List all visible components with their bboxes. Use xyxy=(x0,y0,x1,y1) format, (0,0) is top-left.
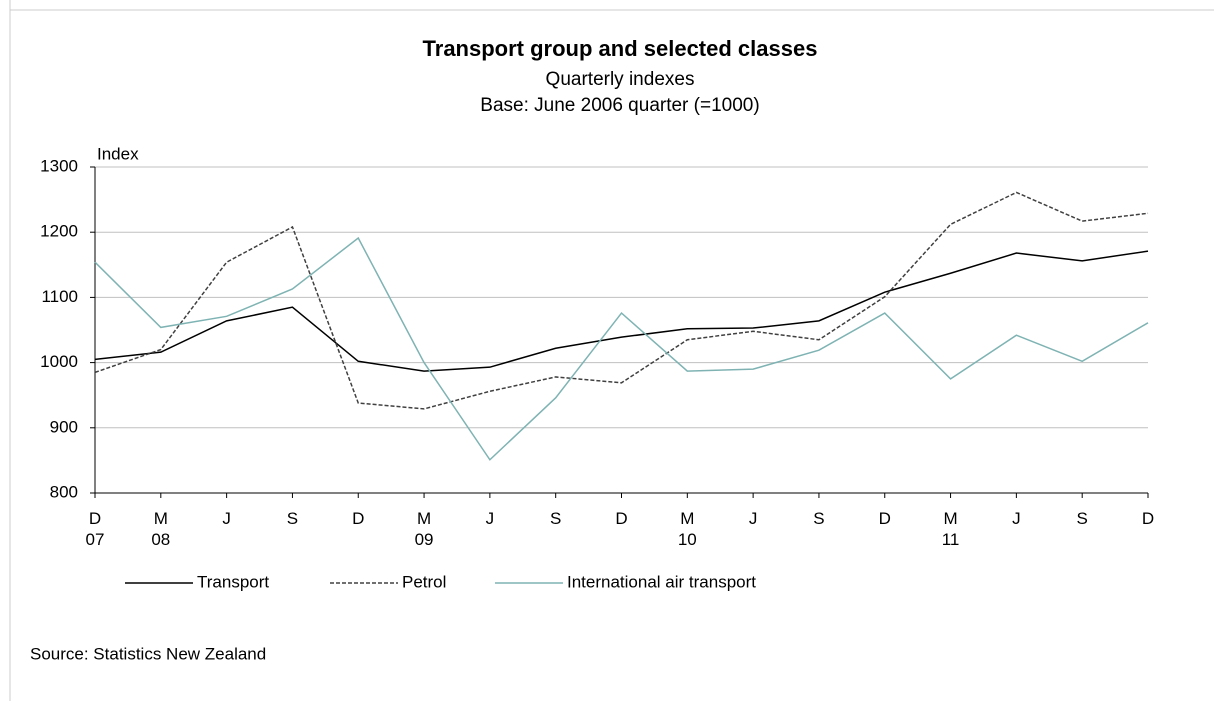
y-tick-label: 1000 xyxy=(40,352,78,371)
y-tick-label: 800 xyxy=(50,482,78,501)
x-tick-label: D xyxy=(615,509,627,528)
legend-label: International air transport xyxy=(567,572,756,591)
x-tick-label: S xyxy=(287,509,298,528)
y-tick-label: 1200 xyxy=(40,222,78,241)
series-line xyxy=(94,191,1149,410)
x-tick-label: S xyxy=(1077,509,1088,528)
x-tick-label: D xyxy=(1142,509,1154,528)
subtitle: Base: June 2006 quarter (=1000) xyxy=(480,95,759,116)
chart-title: Transport group and selected classes xyxy=(423,36,818,61)
series-line xyxy=(94,236,1149,461)
y-tick-label: 1300 xyxy=(40,156,78,175)
y-tick-label: 1100 xyxy=(41,287,78,306)
x-tick-label: M 11 xyxy=(942,509,960,549)
subtitle: Quarterly indexes xyxy=(546,69,695,90)
y-axis-label: Index xyxy=(97,144,139,163)
x-tick-label: J xyxy=(749,509,758,528)
x-tick-label: J xyxy=(486,509,495,528)
x-tick-label: M 08 xyxy=(151,509,170,549)
legend-label: Transport xyxy=(197,572,269,591)
x-tick-label: D xyxy=(352,509,364,528)
x-tick-label: S xyxy=(550,509,561,528)
x-tick-label: D xyxy=(879,509,891,528)
x-tick-label: M 10 xyxy=(678,509,697,549)
x-tick-label: J xyxy=(1012,509,1021,528)
series-line xyxy=(94,250,1149,372)
source: Source: Statistics New Zealand xyxy=(30,644,266,663)
y-tick-label: 900 xyxy=(50,417,78,436)
x-tick-label: D 07 xyxy=(86,509,105,549)
x-tick-label: J xyxy=(222,509,231,528)
legend-label: Petrol xyxy=(402,572,446,591)
x-tick-label: S xyxy=(813,509,824,528)
x-tick-label: M 09 xyxy=(415,509,434,549)
